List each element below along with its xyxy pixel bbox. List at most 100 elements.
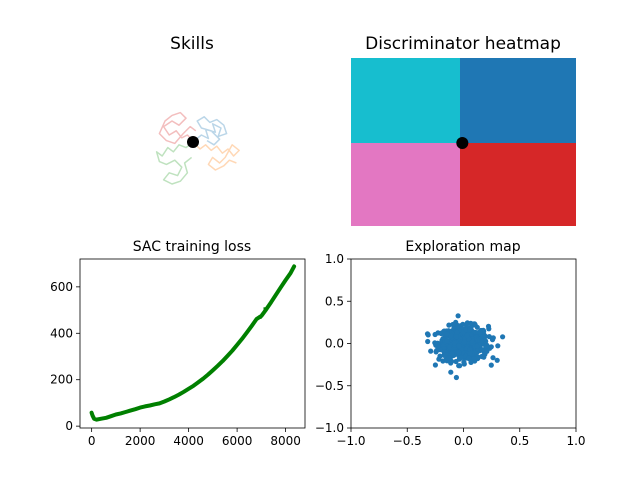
- loss-xtick-label: 6000: [222, 434, 253, 448]
- heatmap-title: Discriminator heatmap: [365, 34, 561, 54]
- loss-xtick-label: 2000: [125, 434, 156, 448]
- exploration-point: [479, 338, 485, 344]
- exploration-point: [432, 331, 438, 338]
- heatmap-cells: [351, 58, 576, 226]
- exploration-point: [484, 348, 490, 354]
- exploration-point: [449, 350, 455, 357]
- skill-trajectory-3: [158, 111, 197, 145]
- exploration-point: [428, 348, 434, 354]
- skill-trajectory-0: [193, 116, 228, 146]
- skills-trajectories: [155, 111, 240, 185]
- loss-title: SAC training loss: [133, 239, 251, 255]
- exploration-point: [488, 344, 494, 350]
- exploration-xtick-label: −1.0: [336, 434, 365, 448]
- exploration-point: [425, 338, 431, 345]
- exploration-point: [432, 362, 438, 368]
- heatmap-cell-bottom-left: [351, 143, 460, 226]
- exploration-point: [479, 347, 485, 353]
- exploration-point: [467, 326, 473, 333]
- heatmap-cell-top-left: [351, 58, 460, 143]
- exploration-point: [468, 359, 474, 365]
- exploration-point: [448, 332, 454, 339]
- exploration-point: [483, 338, 489, 344]
- exploration-point: [494, 357, 500, 363]
- exploration-xtick-label: 0.0: [454, 434, 473, 448]
- exploration-title: Exploration map: [405, 239, 520, 255]
- exploration-point: [468, 320, 474, 326]
- exploration-point: [486, 334, 492, 340]
- loss-xtick-label: 8000: [270, 434, 301, 448]
- exploration-point: [451, 340, 458, 346]
- exploration-point: [455, 313, 461, 319]
- loss-ytick-label: 200: [50, 373, 73, 387]
- exploration-plot: −1.0 −0.5 0.0 0.5 1.0 −1.0 −0.5 0.0 0.5 1.0: [315, 252, 586, 448]
- exploration-point: [485, 323, 492, 329]
- exploration-point: [453, 334, 459, 340]
- exploration-point: [458, 355, 464, 361]
- exploration-point: [425, 332, 431, 338]
- exploration-point: [471, 356, 477, 362]
- exploration-point: [474, 324, 480, 330]
- exploration-point: [500, 334, 506, 340]
- heatmap-panel: Discriminator heatmap: [351, 34, 576, 226]
- exploration-xtick-label: 1.0: [566, 434, 585, 448]
- exploration-point: [453, 358, 459, 365]
- skill-trajectory-1: [193, 142, 240, 171]
- exploration-ytick-label: −1.0: [315, 421, 344, 435]
- exploration-point: [446, 322, 452, 328]
- exploration-point: [444, 331, 450, 337]
- exploration-point: [466, 355, 472, 361]
- exploration-ytick-label: 1.0: [325, 252, 344, 266]
- skills-title: Skills: [170, 34, 214, 54]
- loss-xtick-label: 4000: [173, 434, 204, 448]
- exploration-ytick-label: −0.5: [315, 379, 344, 393]
- exploration-point: [464, 332, 470, 339]
- loss-ytick-label: 600: [50, 280, 73, 294]
- exploration-point: [433, 349, 439, 355]
- exploration-point: [495, 343, 501, 349]
- skill-trajectory-2: [155, 142, 193, 185]
- exploration-point: [456, 343, 462, 349]
- skills-panel: Skills: [155, 34, 240, 185]
- exploration-xtick-label: 0.5: [510, 434, 529, 448]
- exploration-point: [488, 362, 494, 368]
- exploration-point: [456, 349, 462, 355]
- loss-ytick-label: 400: [50, 326, 73, 340]
- exploration-point: [467, 350, 473, 356]
- exploration-point: [477, 329, 483, 335]
- exploration-point: [440, 358, 446, 364]
- exploration-point: [474, 343, 480, 349]
- exploration-point: [454, 329, 460, 335]
- skills-origin-marker: [187, 136, 199, 148]
- loss-panel: SAC training loss 0 2000 4000 6000 8000 0 200 4…: [50, 239, 306, 448]
- exploration-point: [435, 343, 441, 350]
- exploration-point: [461, 361, 467, 367]
- heatmap-cell-bottom-right: [460, 143, 576, 226]
- exploration-point: [446, 355, 452, 361]
- exploration-ytick-label: 0.5: [325, 294, 344, 308]
- exploration-panel: Exploration map −1.0 −0.5 0.0 0.5 1.0 −1.0 −0.…: [315, 239, 586, 448]
- exploration-point: [456, 363, 462, 369]
- exploration-point: [461, 339, 467, 345]
- exploration-point: [455, 323, 461, 329]
- loss-axes-frame: [79, 258, 306, 429]
- heatmap-marker: [456, 137, 469, 149]
- exploration-point: [483, 343, 489, 349]
- exploration-point: [450, 321, 456, 328]
- exploration-point: [490, 355, 496, 361]
- exploration-point: [444, 338, 450, 344]
- loss-plot: 0 2000 4000 6000 8000 0 200 400 600: [50, 258, 306, 448]
- exploration-point: [448, 369, 454, 375]
- exploration-ytick-label: 0.0: [325, 337, 344, 351]
- exploration-point: [463, 327, 469, 333]
- exploration-point: [453, 374, 459, 381]
- exploration-point: [447, 344, 453, 350]
- exploration-point: [479, 353, 485, 360]
- exploration-xtick-label: −0.5: [393, 434, 422, 448]
- exploration-point: [489, 337, 496, 343]
- heatmap-cell-top-right: [460, 58, 576, 143]
- exploration-point: [436, 356, 442, 362]
- loss-xtick-label: 0: [88, 434, 96, 448]
- loss-ytick-label: 0: [65, 419, 73, 433]
